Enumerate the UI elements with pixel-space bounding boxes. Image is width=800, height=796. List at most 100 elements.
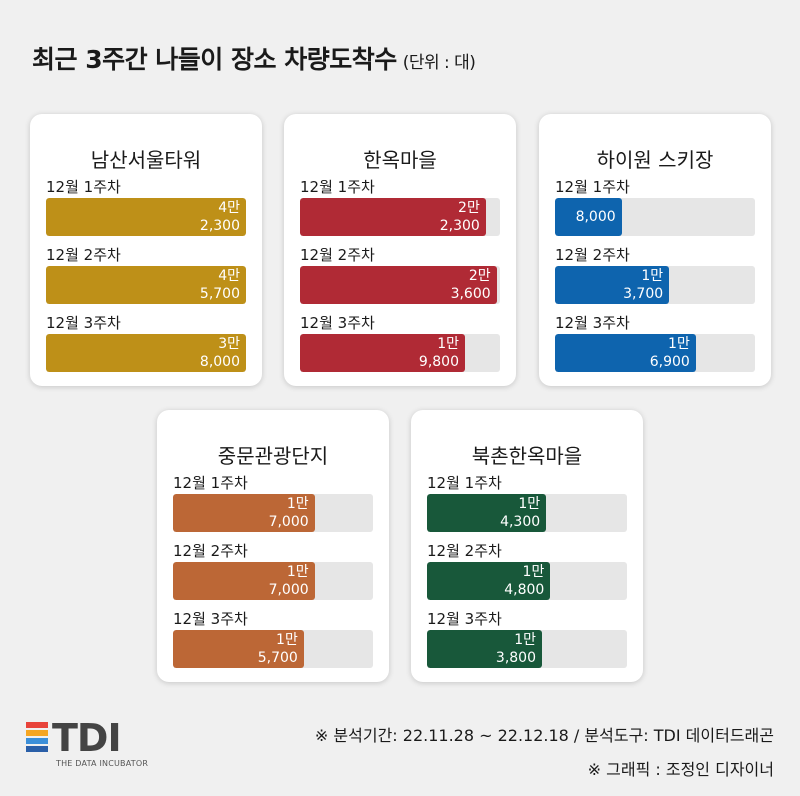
- bar-value-line: 8,000: [199, 354, 240, 370]
- bar-track: 1만 3,800: [427, 630, 627, 668]
- location-name: 남산서울타워: [90, 148, 202, 172]
- bar-value-line: 1만: [641, 268, 664, 284]
- bar-track: 1만 4,300: [427, 494, 627, 532]
- bar-value-label: 3만 8,000: [200, 335, 240, 371]
- bar: 4만 5,700: [46, 266, 246, 304]
- bar-value-line: 1만: [668, 336, 690, 352]
- location-name: 한옥마을: [363, 148, 437, 172]
- bar-value-line: 1만: [286, 564, 309, 580]
- bar-track: 1만 5,700: [173, 630, 373, 668]
- week-label: 12월 1주차: [300, 178, 375, 196]
- source-note: ※ 분석기간: 22.11.28 ~ 22.12.18 / 분석도구: TDI …: [314, 726, 774, 745]
- bar-track: 2만 2,300: [300, 198, 500, 236]
- location-name: 하이원 스키장: [596, 148, 714, 172]
- logo-stripes: [26, 722, 48, 754]
- location-card: 중문관광단지 12월 1주차 1만 7,000 12월 2주차 1만 7,000 12월 3주…: [157, 410, 389, 682]
- week-label: 12월 1주차: [173, 474, 248, 492]
- bar-value-line: 4만: [218, 268, 240, 284]
- bar-track: 1만 7,000: [173, 562, 373, 600]
- bar: 2만 3,600: [300, 266, 497, 304]
- bar-track: 1만 4,800: [427, 562, 627, 600]
- bar-value-line: 2만: [458, 200, 480, 216]
- location-name: 중문관광단지: [217, 444, 329, 468]
- bar: 8,000: [555, 198, 622, 236]
- logo-stripe: [26, 738, 48, 744]
- bar-value-label: 4만 5,700: [200, 267, 240, 303]
- week-label: 12월 3주차: [300, 314, 375, 332]
- bar-value-label: 1만 9,800: [419, 335, 459, 371]
- week-label: 12월 3주차: [46, 314, 121, 332]
- bar-value-line: 3,600: [450, 286, 491, 302]
- title-text: 최근 3주간 나들이 장소 차량도착수: [32, 45, 397, 74]
- bar-value-line: 4,800: [504, 582, 545, 598]
- bar-value-line: 4만: [218, 200, 240, 216]
- bar: 1만 7,000: [173, 562, 315, 600]
- unit-label: (단위 : 대): [402, 53, 476, 73]
- bar-value-line: 5,700: [257, 650, 298, 666]
- bar-track: 1만 3,700: [555, 266, 755, 304]
- bar-value-line: 5,700: [199, 286, 240, 302]
- bar-value-label: 1만 6,900: [650, 335, 690, 371]
- bar-track: 3만 8,000: [46, 334, 246, 372]
- bar-track: 1만 9,800: [300, 334, 500, 372]
- bar-value-label: 1만 7,000: [269, 563, 309, 599]
- location-card: 한옥마을 12월 1주차 2만 2,300 12월 2주차 2만 3,600 12월 3주차 1…: [284, 114, 516, 386]
- bar-value-line: 7,000: [268, 582, 309, 598]
- bar: 1만 6,900: [555, 334, 696, 372]
- bar-value-label: 1만 3,700: [623, 267, 663, 303]
- bar-value-label: 1만 4,800: [504, 563, 544, 599]
- bar-value-label: 2만 2,300: [440, 199, 480, 235]
- bar-value-line: 3,700: [623, 286, 664, 302]
- location-card: 북촌한옥마을 12월 1주차 1만 4,300 12월 2주차 1만 4,800 12월 3주…: [411, 410, 643, 682]
- bar: 2만 2,300: [300, 198, 486, 236]
- bar: 1만 4,800: [427, 562, 551, 600]
- bar-value-line: 3만: [218, 336, 240, 352]
- bar-value-label: 1만 3,800: [496, 631, 536, 667]
- week-label: 12월 2주차: [555, 246, 630, 264]
- bar-value-line: 1만: [286, 496, 309, 512]
- bar: 1만 9,800: [300, 334, 465, 372]
- bar-track: 1만 7,000: [173, 494, 373, 532]
- week-label: 12월 1주차: [46, 178, 121, 196]
- location-name: 북촌한옥마을: [471, 444, 583, 468]
- tdi-logo: TDI THE DATA INCUBATOR: [26, 716, 156, 774]
- bar-value-label: 4만 2,300: [200, 199, 240, 235]
- bar-value-label: 1만 7,000: [269, 495, 309, 531]
- week-label: 12월 3주차: [427, 610, 502, 628]
- bar-value-line: 7,000: [268, 514, 309, 530]
- bar-value-line: 1만: [518, 496, 541, 512]
- bar: 1만 7,000: [173, 494, 315, 532]
- week-label: 12월 3주차: [555, 314, 630, 332]
- week-label: 12월 2주차: [173, 542, 248, 560]
- bar-track: 2만 3,600: [300, 266, 500, 304]
- bar-value-line: 3,800: [495, 650, 536, 666]
- logo-stripe: [26, 722, 48, 728]
- logo-text: TDI: [52, 716, 122, 760]
- bar: 1만 3,700: [555, 266, 670, 304]
- logo-subtitle: THE DATA INCUBATOR: [56, 759, 149, 768]
- bar: 1만 5,700: [173, 630, 304, 668]
- credit-note: ※ 그래픽 : 조정인 디자이너: [587, 760, 774, 779]
- logo-stripe: [26, 730, 48, 736]
- bar: 4만 2,300: [46, 198, 246, 236]
- bar-value-label: 2만 3,600: [451, 267, 491, 303]
- bar-value-line: 2,300: [199, 218, 240, 234]
- bar-value-label: 1만 5,700: [258, 631, 298, 667]
- week-label: 12월 2주차: [427, 542, 502, 560]
- week-label: 12월 2주차: [300, 246, 375, 264]
- bar-value-label: 1만 4,300: [500, 495, 540, 531]
- week-label: 12월 3주차: [173, 610, 248, 628]
- bar-value-line: 9,800: [418, 354, 459, 370]
- bar: 3만 8,000: [46, 334, 246, 372]
- week-label: 12월 1주차: [555, 178, 630, 196]
- logo-stripe: [26, 746, 48, 752]
- bar: 1만 3,800: [427, 630, 542, 668]
- location-card: 남산서울타워 12월 1주차 4만 2,300 12월 2주차 4만 5,700 12월 3주…: [30, 114, 262, 386]
- bar-value-line: 1만: [276, 632, 298, 648]
- bar-track: 8,000: [555, 198, 755, 236]
- bar-value-line: 6,900: [649, 354, 690, 370]
- bar-track: 4만 5,700: [46, 266, 246, 304]
- bar-value-line: 1만: [522, 564, 545, 580]
- bar: 1만 4,300: [427, 494, 547, 532]
- bar-value-line: 2,300: [439, 218, 480, 234]
